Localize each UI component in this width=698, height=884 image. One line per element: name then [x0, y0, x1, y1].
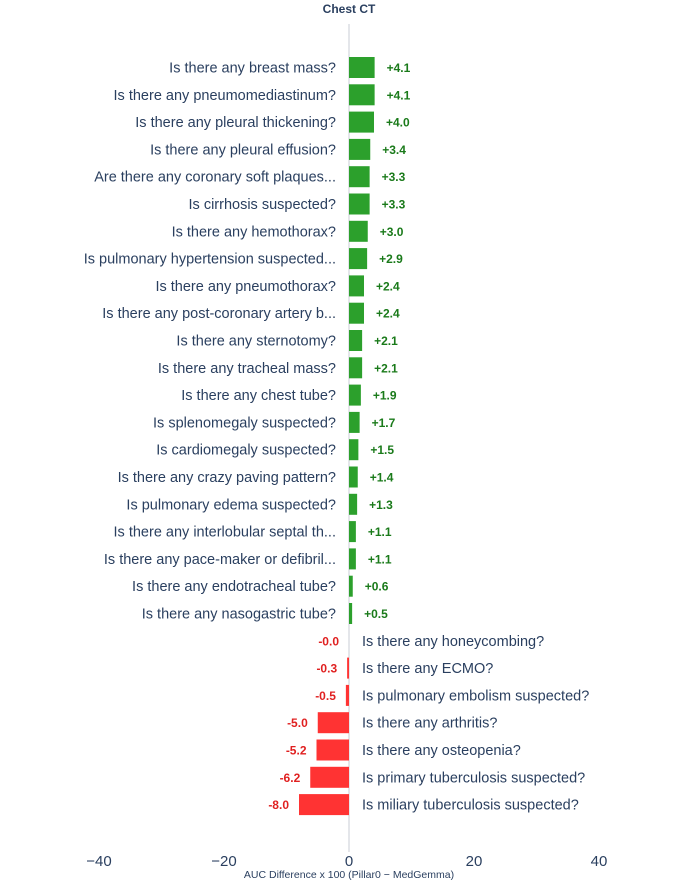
- data-label: -0.3: [316, 662, 337, 676]
- data-label: +1.9: [373, 389, 397, 403]
- category-label: Is there any nasogastric tube?: [142, 607, 336, 623]
- data-label: +1.1: [368, 525, 392, 539]
- data-label: +3.3: [382, 198, 406, 212]
- category-label: Is primary tuberculosis suspected?: [362, 770, 585, 786]
- bar: [349, 384, 361, 406]
- category-label: Is there any pleural effusion?: [150, 142, 336, 158]
- bar: [349, 302, 364, 324]
- data-label: +1.7: [372, 416, 396, 430]
- category-label: Is pulmonary edema suspected?: [126, 497, 336, 513]
- category-label: Is there any hemothorax?: [172, 224, 336, 240]
- bar: [349, 220, 368, 242]
- category-label: Is splenomegaly suspected?: [153, 415, 336, 431]
- bar: [349, 275, 364, 297]
- bar: [349, 548, 356, 570]
- data-label: -0.5: [315, 689, 336, 703]
- x-axis-label: AUC Difference x 100 (Pillar0 − MedGemma…: [244, 869, 454, 881]
- data-label: +1.5: [370, 443, 394, 457]
- bar: [345, 684, 349, 706]
- bar: [349, 138, 371, 160]
- x-tick-label: −40: [86, 853, 111, 870]
- bar: [349, 466, 358, 488]
- category-label: Is there any honeycombing?: [362, 634, 544, 650]
- category-label: Is there any pneumothorax?: [155, 279, 336, 295]
- category-label: Is there any pleural thickening?: [135, 115, 336, 131]
- data-label: -5.0: [287, 716, 308, 730]
- bar: [349, 521, 356, 543]
- bar: [349, 166, 370, 188]
- x-axis: −40 −20 0 20 40: [86, 853, 607, 870]
- data-label: +4.1: [387, 88, 411, 102]
- category-label: Is there any pace-maker or defibril...: [104, 552, 336, 568]
- category-label: Is pulmonary embolism suspected?: [362, 688, 589, 704]
- bar: [349, 84, 375, 106]
- data-label: +0.6: [365, 580, 389, 594]
- data-label: -6.2: [280, 771, 301, 785]
- category-label: Is there any ECMO?: [362, 661, 493, 677]
- x-tick-label: 40: [591, 853, 608, 870]
- x-tick-label: −20: [211, 853, 236, 870]
- category-label: Is there any osteopenia?: [362, 743, 521, 759]
- bar: [349, 357, 363, 379]
- bars-group: Is there any breast mass? +4.1 Is there an…: [84, 57, 589, 816]
- x-tick-label: 20: [466, 853, 483, 870]
- bar: [299, 794, 349, 816]
- bar: [310, 766, 349, 788]
- category-label: Is there any breast mass?: [169, 61, 336, 77]
- data-label: +4.0: [386, 116, 410, 130]
- chart-title: Chest CT: [323, 2, 376, 16]
- data-label: +4.1: [387, 61, 411, 75]
- data-label: +2.1: [374, 334, 398, 348]
- data-label: +3.0: [380, 225, 404, 239]
- bar: [349, 603, 353, 624]
- bar: [349, 57, 375, 78]
- data-label: -5.2: [286, 744, 307, 758]
- data-label: +0.5: [364, 607, 388, 621]
- data-label: +1.3: [369, 498, 393, 512]
- category-label: Is there any tracheal mass?: [158, 361, 336, 377]
- data-label: +1.4: [370, 471, 394, 485]
- data-label: +2.4: [376, 279, 400, 293]
- data-label: +3.4: [382, 143, 406, 157]
- data-label: -0.0: [318, 634, 339, 648]
- x-tick-label: 0: [345, 853, 353, 870]
- data-label: +2.9: [379, 252, 403, 266]
- bar: [347, 657, 349, 679]
- data-label: +2.1: [374, 361, 398, 375]
- bar: [349, 493, 358, 515]
- data-label: +1.1: [368, 552, 392, 566]
- bar: [349, 248, 368, 270]
- category-label: Is there any crazy paving pattern?: [118, 470, 336, 486]
- data-label: +2.4: [376, 307, 400, 321]
- bar: [349, 411, 360, 433]
- category-label: Is there any post-coronary artery b...: [102, 306, 336, 322]
- data-label: +3.3: [382, 170, 406, 184]
- bar: [349, 193, 370, 215]
- bar: [349, 111, 374, 133]
- category-label: Is miliary tuberculosis suspected?: [362, 798, 579, 814]
- category-label: Is there any pneumomediastinum?: [114, 88, 336, 104]
- category-label: Is there any sternotomy?: [176, 334, 336, 350]
- bar: [349, 330, 363, 351]
- category-label: Is there any interlobular septal th...: [114, 525, 336, 541]
- data-label: -8.0: [268, 798, 289, 812]
- category-label: Is there any chest tube?: [181, 388, 336, 404]
- bar: [349, 575, 353, 597]
- bar: [317, 712, 349, 734]
- category-label: Is pulmonary hypertension suspected...: [84, 252, 336, 268]
- bar: [349, 439, 359, 461]
- category-label: Is there any endotracheal tube?: [132, 579, 336, 595]
- bar: [316, 739, 349, 761]
- category-label: Is cardiomegaly suspected?: [156, 443, 336, 459]
- category-label: Is there any arthritis?: [362, 716, 497, 732]
- category-label: Is cirrhosis suspected?: [189, 197, 336, 213]
- category-label: Are there any coronary soft plaques...: [94, 170, 336, 186]
